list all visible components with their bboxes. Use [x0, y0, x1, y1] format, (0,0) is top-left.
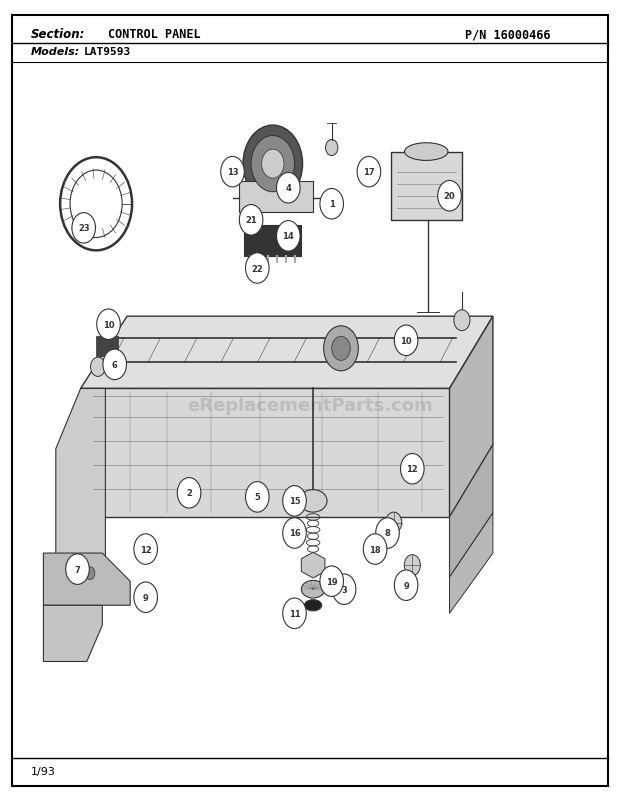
Circle shape [97, 310, 120, 340]
Text: 1: 1 [329, 200, 335, 209]
Circle shape [404, 555, 420, 576]
Polygon shape [81, 317, 493, 389]
Circle shape [283, 486, 306, 516]
Text: CONTROL PANEL: CONTROL PANEL [108, 28, 201, 41]
Ellipse shape [299, 490, 327, 512]
Text: Models:: Models: [31, 47, 80, 57]
Text: 17: 17 [363, 168, 374, 177]
Polygon shape [450, 317, 493, 517]
Circle shape [85, 567, 95, 580]
Circle shape [394, 326, 418, 356]
Text: 5: 5 [254, 492, 260, 502]
Polygon shape [301, 553, 325, 578]
Bar [96, 337, 118, 357]
Text: 2: 2 [186, 488, 192, 498]
Circle shape [324, 326, 358, 371]
Circle shape [243, 126, 303, 203]
Circle shape [141, 583, 151, 596]
Bar [244, 226, 301, 257]
Circle shape [363, 534, 387, 565]
Text: 12: 12 [407, 464, 418, 474]
Polygon shape [450, 445, 493, 577]
Polygon shape [43, 553, 130, 606]
Text: 6: 6 [112, 360, 118, 370]
Polygon shape [81, 389, 450, 517]
Circle shape [438, 181, 461, 212]
Ellipse shape [301, 581, 325, 598]
Circle shape [134, 534, 157, 565]
Text: 19: 19 [326, 577, 337, 586]
Bar [391, 152, 462, 221]
Circle shape [283, 598, 306, 629]
Ellipse shape [304, 600, 322, 611]
Text: 4: 4 [285, 184, 291, 193]
Ellipse shape [404, 144, 448, 161]
Text: eReplacementParts.com: eReplacementParts.com [187, 396, 433, 414]
Circle shape [386, 512, 402, 533]
Text: 22: 22 [252, 264, 263, 273]
Circle shape [320, 189, 343, 220]
Circle shape [134, 582, 157, 613]
Circle shape [251, 136, 294, 192]
Text: 10: 10 [103, 320, 114, 330]
Text: LAT9593: LAT9593 [84, 47, 131, 57]
Text: 21: 21 [246, 216, 257, 225]
Circle shape [239, 205, 263, 236]
Circle shape [221, 157, 244, 188]
Text: 14: 14 [283, 232, 294, 241]
Text: 15: 15 [289, 496, 300, 506]
Text: 10: 10 [401, 336, 412, 346]
Text: 7: 7 [74, 565, 81, 574]
Circle shape [66, 554, 89, 585]
Circle shape [326, 140, 338, 156]
Text: 8: 8 [384, 529, 391, 538]
Circle shape [246, 253, 269, 284]
Text: 3: 3 [341, 585, 347, 594]
Text: P/N 16000466: P/N 16000466 [465, 28, 551, 41]
Circle shape [283, 518, 306, 549]
Text: 9: 9 [143, 593, 149, 602]
Text: 12: 12 [140, 545, 151, 554]
Text: 16: 16 [289, 529, 300, 538]
Text: 11: 11 [289, 609, 300, 618]
Circle shape [262, 150, 284, 179]
Circle shape [357, 157, 381, 188]
Circle shape [454, 310, 470, 331]
Circle shape [277, 221, 300, 252]
Circle shape [401, 454, 424, 484]
Text: 1/93: 1/93 [31, 767, 56, 776]
Circle shape [177, 478, 201, 508]
Circle shape [277, 173, 300, 204]
Circle shape [70, 171, 122, 238]
Circle shape [72, 213, 95, 244]
Circle shape [103, 350, 126, 380]
Polygon shape [450, 513, 493, 614]
Circle shape [394, 570, 418, 601]
Bar [239, 182, 313, 213]
Circle shape [246, 482, 269, 512]
Circle shape [91, 358, 105, 377]
Text: Section:: Section: [31, 28, 86, 41]
Polygon shape [56, 389, 105, 585]
Text: 20: 20 [444, 192, 455, 201]
Text: 23: 23 [78, 224, 89, 233]
Text: 18: 18 [370, 545, 381, 554]
Circle shape [332, 574, 356, 605]
Circle shape [320, 566, 343, 597]
Circle shape [332, 337, 350, 361]
Polygon shape [43, 606, 102, 662]
Text: 9: 9 [403, 581, 409, 590]
Text: 13: 13 [227, 168, 238, 177]
Circle shape [376, 518, 399, 549]
